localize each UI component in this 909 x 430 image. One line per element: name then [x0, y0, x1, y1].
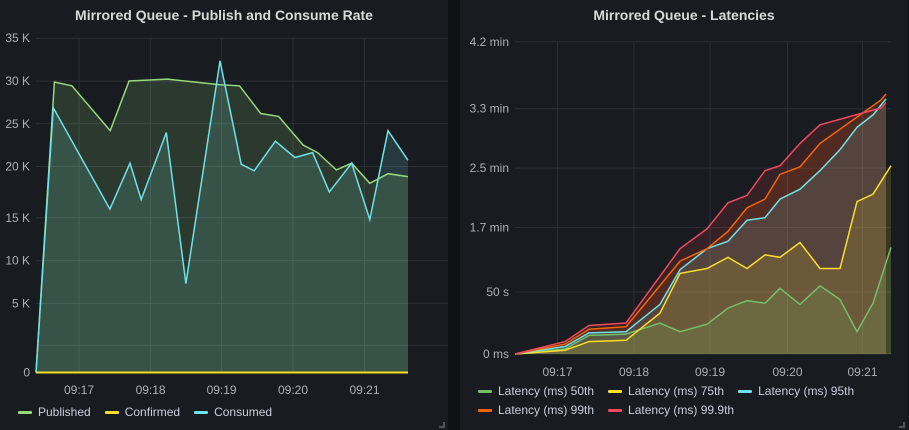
svg-text:09:21: 09:21: [349, 383, 379, 397]
svg-text:50 s: 50 s: [486, 285, 509, 299]
svg-text:09:20: 09:20: [772, 365, 802, 379]
svg-text:2.5 min: 2.5 min: [470, 161, 509, 175]
svg-text:4.2 min: 4.2 min: [470, 35, 509, 49]
svg-text:Mirrored Queue - Publish and C: Mirrored Queue - Publish and Consume Rat…: [75, 7, 373, 23]
svg-text:25 K: 25 K: [5, 117, 30, 131]
svg-text:09:18: 09:18: [619, 365, 649, 379]
svg-text:15 K: 15 K: [5, 211, 30, 225]
svg-text:5 K: 5 K: [12, 296, 30, 310]
svg-text:09:17: 09:17: [542, 365, 572, 379]
svg-text:10 K: 10 K: [5, 254, 30, 268]
svg-text:1.7 min: 1.7 min: [470, 221, 509, 235]
svg-text:30 K: 30 K: [5, 74, 30, 88]
svg-text:0: 0: [23, 366, 30, 380]
svg-text:3.3 min: 3.3 min: [470, 102, 509, 116]
svg-text:0 ms: 0 ms: [483, 347, 509, 361]
svg-text:09:19: 09:19: [695, 365, 725, 379]
svg-text:Mirrored Queue - Latencies: Mirrored Queue - Latencies: [593, 7, 774, 23]
svg-text:20 K: 20 K: [5, 160, 30, 174]
svg-text:09:17: 09:17: [64, 383, 94, 397]
svg-text:09:18: 09:18: [136, 383, 166, 397]
svg-text:35 K: 35 K: [5, 31, 30, 45]
svg-text:09:21: 09:21: [847, 365, 877, 379]
svg-text:09:20: 09:20: [278, 383, 308, 397]
svg-text:09:19: 09:19: [207, 383, 237, 397]
